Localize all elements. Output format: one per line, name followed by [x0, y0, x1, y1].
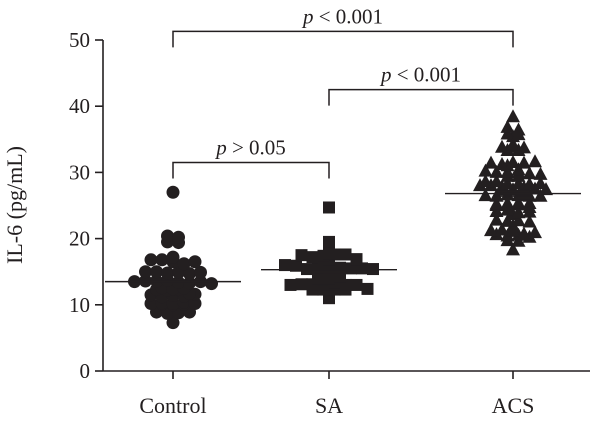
control-point — [144, 253, 158, 267]
x-tick-label: SA — [315, 393, 343, 418]
acs-point — [522, 176, 537, 190]
sa-point — [279, 259, 291, 272]
acs-point — [506, 242, 520, 256]
mean-lines — [105, 189, 581, 283]
acs-point — [484, 223, 498, 237]
acs-point — [478, 163, 493, 177]
control-point — [166, 250, 180, 264]
acs-point — [489, 196, 504, 210]
y-tick-label: 40 — [69, 94, 90, 118]
significance-bracket — [172, 161, 330, 179]
acs-point — [517, 140, 531, 154]
acs-point — [533, 166, 548, 180]
control-point — [139, 265, 152, 279]
acs-point — [511, 176, 526, 190]
acs-point — [478, 174, 493, 188]
acs-point — [511, 205, 526, 219]
sa-point — [350, 278, 363, 291]
acs-point — [500, 119, 515, 133]
acs-point — [528, 154, 542, 168]
acs-point — [528, 225, 542, 239]
sa-point — [295, 278, 308, 291]
acs-point — [517, 226, 531, 240]
sa-point — [312, 272, 324, 285]
control-point — [166, 185, 180, 199]
sa-point — [356, 262, 368, 275]
control-point — [155, 253, 169, 267]
acs-point — [500, 213, 515, 227]
significance-bracket — [328, 88, 514, 106]
sa-point — [295, 249, 308, 262]
acs-point — [495, 139, 509, 153]
acs-point — [506, 137, 520, 151]
control-point — [183, 267, 196, 281]
acs-point — [506, 109, 520, 123]
acs-point — [517, 155, 531, 169]
sa-point — [334, 261, 346, 274]
control-point — [188, 255, 202, 269]
control-point — [161, 229, 174, 243]
sa-point — [284, 278, 297, 291]
sa-point — [361, 282, 374, 295]
acs-point — [500, 196, 515, 210]
acs-point — [522, 196, 537, 210]
acs-point — [511, 195, 526, 209]
acs-point — [478, 188, 493, 202]
acs-point — [495, 156, 509, 170]
sa-point — [350, 253, 363, 266]
acs-point — [522, 166, 537, 180]
significance-bracket — [172, 30, 514, 48]
sa-point — [323, 235, 335, 248]
control-point — [183, 276, 196, 290]
data-points — [128, 109, 553, 330]
control-point — [177, 257, 191, 271]
control-point — [205, 277, 218, 291]
acs-point — [489, 164, 504, 178]
sa-point — [345, 262, 357, 275]
acs-point — [484, 155, 498, 169]
acs-point — [511, 162, 526, 176]
control-point — [161, 266, 174, 280]
significance-label: p < 0.001 — [379, 63, 461, 87]
acs-point — [522, 214, 537, 228]
acs-point — [533, 176, 548, 190]
significance-annotations: p > 0.05 p < 0.001 p < 0.001 — [172, 4, 514, 179]
acs-point — [489, 212, 504, 226]
y-tick-label: 10 — [69, 293, 90, 317]
acs-point — [489, 174, 504, 188]
x-tick-label: ACS — [492, 393, 535, 418]
sa-point — [339, 248, 352, 261]
acs-point — [495, 222, 509, 236]
acs-point — [511, 122, 526, 136]
x-tick-label: Control — [139, 393, 206, 418]
control-point — [150, 265, 163, 279]
acs-point — [533, 188, 548, 202]
acs-point — [500, 176, 515, 190]
control-point — [194, 265, 207, 279]
y-tick-label: 0 — [80, 359, 91, 383]
sa-point — [323, 201, 335, 214]
axes: 0 10 20 30 40 50 Control SA ACS — [69, 28, 590, 418]
y-tick-label: 20 — [69, 227, 90, 251]
control-point — [172, 230, 185, 244]
sa-point — [306, 251, 319, 264]
y-tick-label: 50 — [69, 28, 90, 52]
sa-point — [323, 247, 335, 260]
sa-point — [334, 270, 346, 283]
acs-point — [506, 154, 520, 168]
y-tick-label: 30 — [69, 160, 90, 184]
sa-point — [323, 272, 335, 285]
y-axis-title: IL-6 (pg/mL) — [2, 146, 27, 264]
acs-point — [500, 126, 515, 140]
control-point — [188, 296, 202, 310]
significance-label: p < 0.001 — [301, 4, 383, 28]
sa-point — [290, 259, 302, 272]
significance-label: p > 0.05 — [214, 135, 286, 159]
acs-point — [500, 164, 515, 178]
